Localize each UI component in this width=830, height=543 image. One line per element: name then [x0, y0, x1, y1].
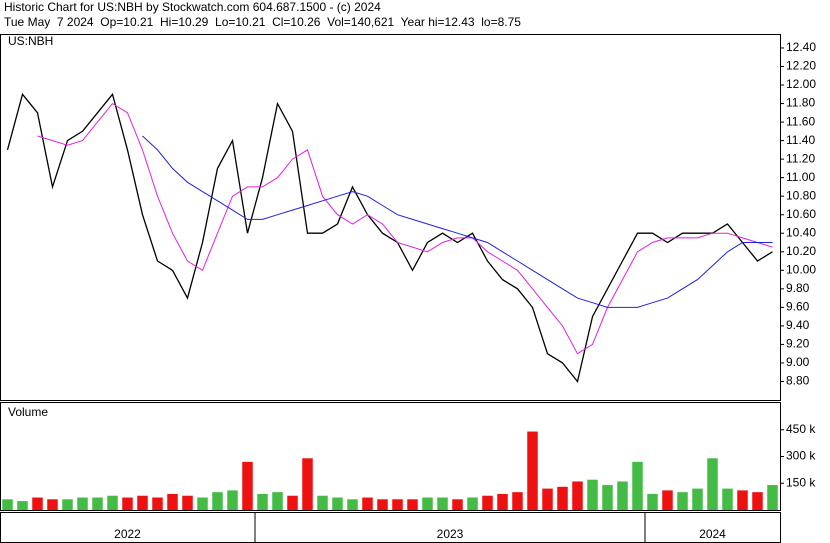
- price-line: [37, 102, 773, 355]
- volume-bar: [512, 492, 523, 510]
- volume-bar: [152, 497, 163, 510]
- volume-bar: [212, 492, 223, 510]
- volume-bar: [17, 501, 28, 510]
- volume-bar: [647, 493, 658, 510]
- header-quote: Tue May 7 2024 Op=10.21 Hi=10.29 Lo=10.2…: [4, 15, 521, 29]
- volume-bar: [362, 497, 373, 510]
- volume-bar: [407, 499, 418, 510]
- x-tick-label: 2022: [114, 527, 141, 541]
- volume-bar: [347, 499, 358, 510]
- y-tick-label: 11.40: [786, 133, 815, 147]
- volume-bar: [557, 486, 568, 510]
- volume-bar: [167, 493, 178, 510]
- y-tick-label: 8.80: [786, 374, 810, 388]
- volume-bar: [437, 497, 448, 510]
- volume-bar: [752, 492, 763, 510]
- y-tick-label: 11.00: [786, 170, 815, 184]
- y-tick-label: 10.40: [786, 225, 816, 239]
- y-tick-label: 9.00: [786, 355, 810, 369]
- volume-bar: [2, 499, 13, 510]
- y-tick-label: 12.40: [786, 40, 816, 54]
- volume-bar: [77, 497, 88, 510]
- volume-bar: [497, 493, 508, 510]
- volume-bar: [587, 479, 598, 510]
- y-tick-label: 9.80: [786, 281, 810, 295]
- price-panel: [0, 34, 781, 401]
- volume-bar: [602, 485, 613, 510]
- price-line: [6, 92, 773, 383]
- y-tick-label: 300 k: [786, 449, 816, 463]
- y-tick-label: 450 k: [786, 422, 816, 436]
- y-tick-label: 11.60: [786, 114, 815, 128]
- y-tick-label: 10.20: [786, 244, 816, 258]
- y-tick-label: 10.80: [786, 188, 816, 202]
- volume-bar: [257, 493, 268, 510]
- volume-bar: [107, 495, 118, 510]
- volume-bar: [527, 431, 538, 510]
- volume-bar: [62, 499, 73, 510]
- volume-bar: [692, 488, 703, 510]
- volume-bar: [287, 495, 298, 510]
- x-tick-label: 2023: [437, 527, 464, 541]
- volume-bar: [197, 497, 208, 510]
- volume-bar: [377, 499, 388, 510]
- volume-bar: [122, 497, 133, 510]
- volume-bar: [722, 488, 733, 510]
- y-tick-label: 9.60: [786, 300, 810, 314]
- volume-bar: [707, 458, 718, 510]
- y-tick-label: 11.80: [786, 96, 815, 110]
- y-tick-label: 10.00: [786, 262, 816, 276]
- volume-bar: [677, 492, 688, 510]
- x-tick-label: 2024: [699, 527, 726, 541]
- volume-bar: [542, 488, 553, 510]
- price-line: [142, 135, 773, 308]
- y-tick-label: 10.60: [786, 207, 816, 221]
- volume-bar: [767, 485, 778, 510]
- volume-bar: [737, 490, 748, 510]
- volume-bar: [482, 495, 493, 510]
- volume-bar: [572, 481, 583, 510]
- volume-bar: [392, 499, 403, 510]
- header-title: Historic Chart for US:NBH by Stockwatch.…: [4, 0, 381, 14]
- volume-bar: [32, 497, 43, 510]
- volume-bar: [272, 492, 283, 510]
- volume-bar: [467, 497, 478, 510]
- volume-bar: [92, 497, 103, 510]
- volume-bar: [617, 481, 628, 510]
- volume-bar: [317, 495, 328, 510]
- volume-bar: [182, 495, 193, 510]
- y-tick-label: 150 k: [786, 475, 816, 489]
- volume-bar: [302, 458, 313, 510]
- volume-bar: [632, 461, 643, 510]
- volume-bar: [452, 499, 463, 510]
- volume-bar: [242, 461, 253, 510]
- volume-label: Volume: [8, 405, 48, 419]
- volume-bar: [422, 497, 433, 510]
- volume-bar: [47, 499, 58, 510]
- volume-bar: [332, 497, 343, 510]
- y-tick-label: 12.00: [786, 77, 816, 91]
- y-tick-label: 12.20: [786, 59, 816, 73]
- y-tick-label: 9.40: [786, 318, 810, 332]
- ticker-label: US:NBH: [8, 34, 53, 48]
- y-tick-label: 11.20: [786, 151, 815, 165]
- volume-bar: [137, 495, 148, 510]
- volume-bar: [662, 490, 673, 510]
- y-tick-label: 9.20: [786, 337, 810, 351]
- volume-bar: [227, 490, 238, 510]
